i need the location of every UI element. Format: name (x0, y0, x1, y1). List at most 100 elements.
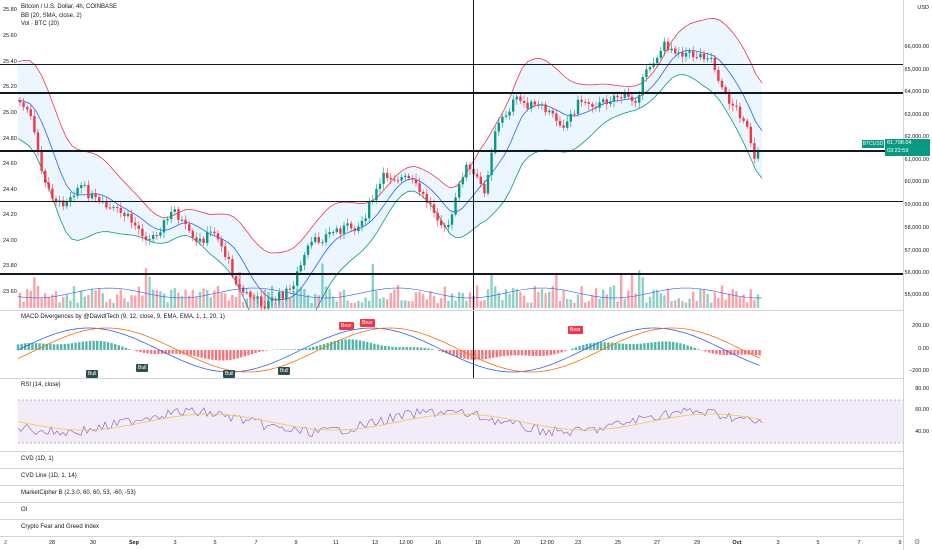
pane-separator[interactable] (0, 536, 903, 537)
bear-divergence-tag[interactable]: Bear (360, 319, 375, 327)
volume-bar (72, 286, 76, 308)
candle-body (260, 296, 263, 307)
volume-bar (364, 297, 367, 308)
candle-body (602, 99, 605, 103)
macd-histogram-bar (16, 344, 20, 350)
macd-histogram-bar (258, 350, 261, 353)
time-tick: 13 (371, 540, 379, 546)
macd-histogram-bar (175, 350, 178, 354)
settings-gear-icon[interactable]: ⚙ (914, 539, 921, 546)
level-line[interactable] (0, 92, 903, 94)
candle-body (476, 174, 479, 177)
macd-histogram-bar (733, 350, 736, 355)
market-cipher-pane-title[interactable]: MarketCipher B (2.3.0, 60, 60, 53, -60, … (21, 490, 136, 496)
volume-bar (494, 286, 497, 308)
level-line[interactable] (0, 150, 903, 152)
chart-title[interactable]: Bitcoin / U.S. Dollar, 4h, COINBASE (21, 4, 118, 10)
bear-divergence-tag[interactable]: Bear (339, 322, 354, 330)
candle-body (447, 224, 450, 228)
macd-histogram-bar (186, 350, 189, 355)
candle-body (195, 237, 198, 242)
timezone-icon[interactable]: z (4, 539, 8, 546)
bull-divergence-tag[interactable]: Bull (136, 364, 149, 372)
macd-histogram-bar (171, 350, 174, 354)
volume-bar (630, 274, 634, 308)
candle-body (591, 104, 594, 107)
level-line[interactable] (0, 201, 903, 202)
candle-body (303, 254, 306, 266)
macd-chart[interactable] (0, 310, 903, 378)
macd-histogram-bar (402, 347, 405, 350)
time-tick: 5 (213, 540, 217, 546)
candle-body (443, 225, 446, 228)
candle-body (638, 95, 641, 103)
macd-histogram-bar (297, 349, 300, 350)
pane-separator[interactable] (0, 519, 903, 520)
macd-histogram-bar (697, 349, 700, 350)
macd-histogram-bar (200, 350, 203, 358)
macd-histogram-bar (560, 350, 563, 353)
macd-histogram-bar (715, 350, 718, 355)
candle-body (130, 213, 133, 223)
macd-histogram-bar (405, 347, 408, 350)
macd-histogram-bar (250, 350, 254, 355)
price-chart[interactable] (0, 0, 903, 310)
volume-bar (728, 293, 731, 308)
candle-body (497, 122, 500, 132)
volume-bar (180, 295, 184, 308)
time-tick: 30 (89, 540, 97, 546)
volume-bar (458, 291, 461, 308)
volume-indicator-label[interactable]: Vol · BTC (20) (21, 21, 60, 27)
bb-indicator-label[interactable]: BB (20, SMA, close, 2) (21, 13, 82, 19)
time-tick: 11 (333, 540, 339, 546)
candle-body (486, 175, 490, 194)
candle-body (119, 207, 122, 213)
macd-histogram-bar (34, 343, 38, 350)
volume-bar (227, 300, 230, 308)
level-line[interactable] (0, 64, 903, 65)
bull-divergence-tag[interactable]: Bull (278, 367, 291, 375)
volume-bar (69, 300, 72, 308)
level-line[interactable] (0, 273, 903, 275)
pane-separator[interactable] (0, 468, 903, 469)
bull-divergence-tag[interactable]: Bull (223, 370, 236, 378)
macd-histogram-bar (477, 350, 480, 360)
candle-body (612, 95, 616, 102)
candle-body (634, 100, 637, 103)
volume-bar (101, 293, 104, 308)
volume-bar (51, 294, 54, 308)
volume-bar (209, 297, 212, 308)
pane-separator[interactable] (0, 451, 903, 452)
volume-bar (544, 293, 547, 308)
candle-body (144, 236, 148, 241)
cvd-line-pane-title[interactable]: CVD Line (1D, 1, 14) (21, 473, 77, 479)
volume-bar (119, 289, 122, 308)
pane-separator[interactable] (0, 310, 903, 311)
time-tick: 18 (474, 540, 482, 546)
cvd-pane-title[interactable]: CVD (1D, 1) (21, 456, 54, 462)
oi-pane-title[interactable]: OI (21, 507, 28, 513)
bear-divergence-tag[interactable]: Bear (568, 326, 583, 334)
bull-divergence-tag[interactable]: Bull (86, 370, 99, 378)
candle-body (350, 223, 353, 229)
macd-histogram-bar (675, 342, 678, 350)
right-axis-border (903, 0, 904, 550)
candle-body (659, 50, 662, 58)
macd-histogram-bar (513, 350, 516, 356)
currency-label[interactable]: USD (917, 5, 929, 11)
candle-body (220, 239, 223, 247)
rsi-chart[interactable] (0, 378, 903, 451)
volume-bar (371, 264, 374, 308)
candle-body (206, 232, 209, 244)
rsi-pane-title[interactable]: RSI (14, close) (21, 382, 61, 388)
fear-greed-pane-title[interactable]: Crypto Fear and Greed Index (21, 524, 100, 530)
pane-separator[interactable] (0, 378, 903, 379)
pane-separator[interactable] (0, 502, 903, 503)
macd-pane-title[interactable]: MACD Divergences by @DavidtTech (9, 12, … (21, 314, 225, 320)
macd-histogram-bar (189, 350, 192, 356)
volume-bar (112, 302, 115, 308)
pane-separator[interactable] (0, 485, 903, 486)
candle-body (47, 182, 50, 189)
macd-histogram-bar (362, 341, 365, 350)
candle-body (620, 97, 623, 99)
